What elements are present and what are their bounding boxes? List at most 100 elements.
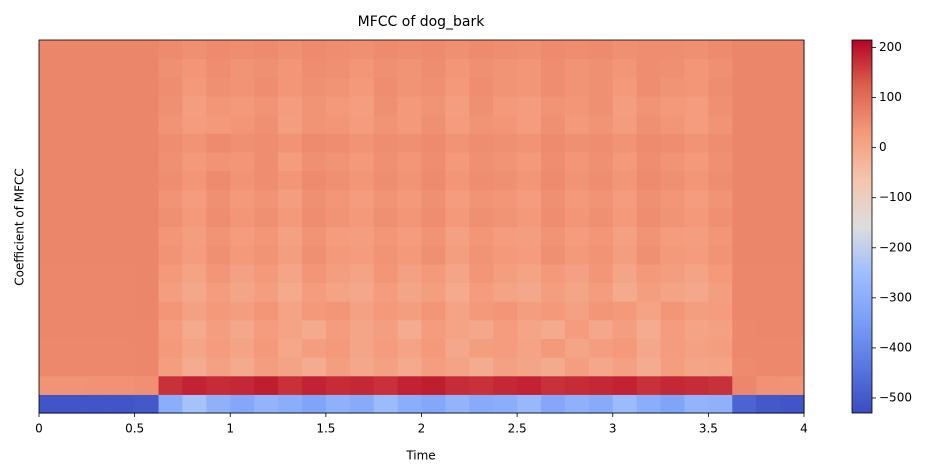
heatmap-cell [373,338,399,358]
heatmap-cell [62,189,88,209]
heatmap-cell [564,189,590,209]
heatmap-cell [660,226,686,246]
heatmap-cell [397,170,423,190]
heatmap-cell [254,245,279,265]
heatmap-cell [421,207,447,228]
heatmap-cell [588,282,614,302]
heatmap-cell [349,40,375,60]
heatmap-cell [780,207,805,228]
heatmap-cell [230,151,255,172]
heatmap-cell [373,245,399,265]
heatmap-cell [278,375,303,395]
heatmap-cell [397,95,423,116]
heatmap-cell [517,394,542,414]
heatmap-cell [732,375,757,395]
x-tick-label: 2 [418,422,426,436]
heatmap-cell [110,114,136,134]
heatmap-cell [39,301,64,321]
heatmap-cell [445,95,470,116]
heatmap-cell [708,40,733,60]
heatmap-cell [756,77,781,97]
heatmap-cell [110,77,136,97]
heatmap-cell [636,40,662,60]
heatmap-cell [660,170,686,190]
heatmap-cell [564,77,590,97]
heatmap-cell [134,226,160,246]
heatmap-cell [780,151,805,172]
heatmap-cell [158,245,184,265]
heatmap-cell [493,301,518,321]
heatmap-cell [445,77,470,97]
heatmap-cell [373,226,399,246]
heatmap-cell [325,245,351,265]
heatmap-cell [421,77,447,97]
heatmap-cell [206,77,231,97]
heatmap-cell [349,151,375,172]
heatmap-cell [588,338,614,358]
heatmap-cell [182,245,207,265]
heatmap-cell [517,133,542,153]
heatmap-cell [564,114,590,134]
heatmap-cell [206,95,231,116]
heatmap-cell [373,375,399,395]
heatmap-cell [325,133,351,153]
heatmap-cell [588,95,614,116]
heatmap-cell [421,40,447,60]
heatmap-cell [732,95,757,116]
heatmap-cell [708,95,733,116]
heatmap-cell [588,394,614,414]
heatmap-cell [254,133,279,153]
heatmap-cell [301,170,327,190]
heatmap-cell [39,375,64,395]
heatmap-cell [612,95,638,116]
heatmap-cell [660,189,686,209]
heatmap-cell [517,77,542,97]
heatmap-cell [708,357,733,377]
heatmap-cell [636,375,662,395]
heatmap-cell [86,189,112,209]
heatmap-cell [660,40,686,60]
heatmap-cell [373,40,399,60]
heatmap-cell [349,282,375,302]
heatmap-cell [708,245,733,265]
heatmap-cell [134,58,160,78]
heatmap-cell [756,375,781,395]
heatmap-cell [301,301,327,321]
heatmap-cell [517,226,542,246]
heatmap-cell [301,245,327,265]
heatmap-cell [349,338,375,358]
heatmap-cell [230,263,255,284]
heatmap-cell [301,95,327,116]
heatmap-cell [636,301,662,321]
heatmap-cell [612,282,638,302]
heatmap-cell [708,338,733,358]
heatmap-cell [110,394,136,414]
heatmap-cell [230,338,255,358]
heatmap-cell [756,170,781,190]
heatmap-cell [517,319,542,339]
heatmap-cell [397,226,423,246]
heatmap-cell [612,263,638,284]
heatmap-cell [612,58,638,78]
heatmap-cell [230,226,255,246]
heatmap-cell [349,226,375,246]
heatmap-cell [732,133,757,153]
heatmap-cell [445,207,470,228]
heatmap-cell [732,301,757,321]
heatmap-cell [325,114,351,134]
heatmap-cell [660,263,686,284]
heatmap-cell [397,375,423,395]
heatmap-cell [421,301,447,321]
heatmap-cell [469,394,494,414]
colorbar [851,39,873,414]
heatmap-cell [134,95,160,116]
heatmap-cell [708,394,733,414]
heatmap-cell [780,375,805,395]
heatmap-cell [349,263,375,284]
heatmap-cell [732,226,757,246]
heatmap-cell [278,189,303,209]
heatmap-cell [39,58,64,78]
heatmap-cell [421,319,447,339]
heatmap-cell [541,245,566,265]
heatmap-cell [254,394,279,414]
